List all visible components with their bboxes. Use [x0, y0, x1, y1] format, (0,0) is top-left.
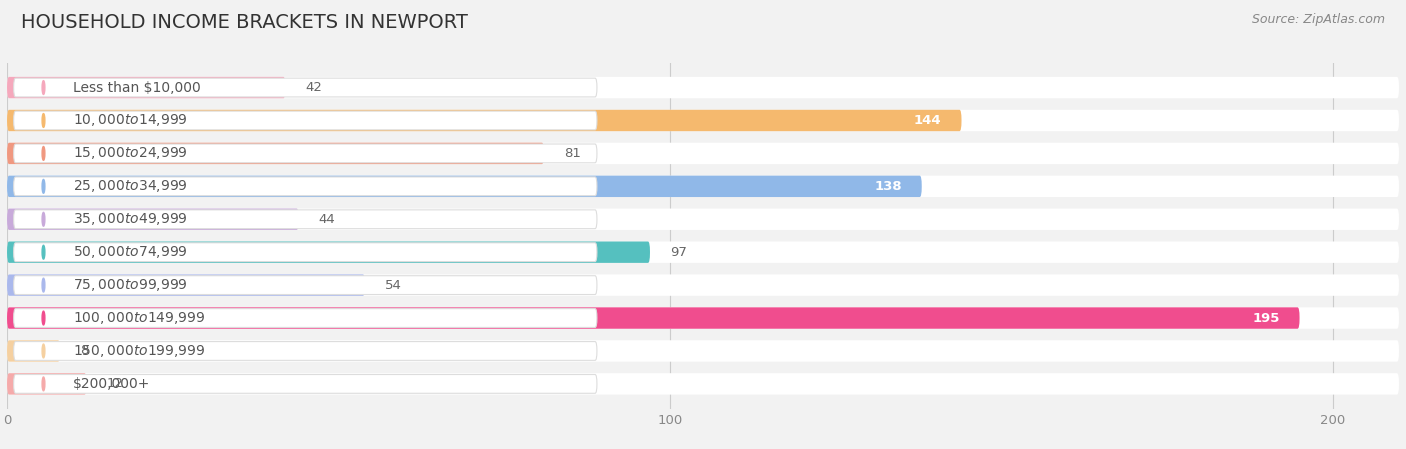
Text: 144: 144 [914, 114, 942, 127]
Circle shape [42, 180, 45, 193]
FancyBboxPatch shape [7, 373, 1399, 395]
Text: $35,000 to $49,999: $35,000 to $49,999 [73, 211, 188, 227]
FancyBboxPatch shape [14, 177, 598, 196]
Text: $15,000 to $24,999: $15,000 to $24,999 [73, 145, 188, 161]
FancyBboxPatch shape [7, 274, 1399, 296]
Text: Less than $10,000: Less than $10,000 [73, 80, 201, 95]
Text: 81: 81 [564, 147, 581, 160]
FancyBboxPatch shape [14, 144, 598, 163]
FancyBboxPatch shape [14, 243, 598, 262]
Text: 54: 54 [385, 279, 402, 291]
FancyBboxPatch shape [7, 274, 366, 296]
FancyBboxPatch shape [14, 308, 598, 327]
FancyBboxPatch shape [7, 143, 1399, 164]
FancyBboxPatch shape [7, 176, 1399, 197]
Circle shape [42, 81, 45, 94]
FancyBboxPatch shape [7, 143, 544, 164]
FancyBboxPatch shape [14, 78, 598, 97]
Circle shape [42, 377, 45, 391]
Circle shape [42, 212, 45, 226]
Text: $100,000 to $149,999: $100,000 to $149,999 [73, 310, 205, 326]
FancyBboxPatch shape [14, 210, 598, 229]
FancyBboxPatch shape [7, 340, 1399, 362]
Text: HOUSEHOLD INCOME BRACKETS IN NEWPORT: HOUSEHOLD INCOME BRACKETS IN NEWPORT [21, 13, 468, 32]
Text: 12: 12 [107, 378, 124, 390]
Text: 42: 42 [305, 81, 322, 94]
FancyBboxPatch shape [7, 242, 650, 263]
FancyBboxPatch shape [14, 374, 598, 393]
Text: 195: 195 [1253, 312, 1279, 325]
Circle shape [42, 278, 45, 292]
Text: 138: 138 [875, 180, 901, 193]
Text: $200,000+: $200,000+ [73, 377, 150, 391]
Circle shape [42, 114, 45, 128]
Text: $150,000 to $199,999: $150,000 to $199,999 [73, 343, 205, 359]
Text: $50,000 to $74,999: $50,000 to $74,999 [73, 244, 188, 260]
Text: 8: 8 [80, 344, 89, 357]
Text: $25,000 to $34,999: $25,000 to $34,999 [73, 178, 188, 194]
FancyBboxPatch shape [7, 307, 1399, 329]
FancyBboxPatch shape [7, 110, 962, 131]
FancyBboxPatch shape [7, 208, 1399, 230]
Text: 44: 44 [319, 213, 335, 226]
Text: Source: ZipAtlas.com: Source: ZipAtlas.com [1251, 13, 1385, 26]
FancyBboxPatch shape [7, 373, 87, 395]
Text: $10,000 to $14,999: $10,000 to $14,999 [73, 113, 188, 128]
FancyBboxPatch shape [7, 77, 1399, 98]
Text: $75,000 to $99,999: $75,000 to $99,999 [73, 277, 188, 293]
FancyBboxPatch shape [7, 242, 1399, 263]
FancyBboxPatch shape [7, 208, 298, 230]
FancyBboxPatch shape [14, 276, 598, 295]
Text: 97: 97 [669, 246, 686, 259]
Circle shape [42, 344, 45, 358]
Circle shape [42, 245, 45, 259]
FancyBboxPatch shape [7, 176, 922, 197]
Circle shape [42, 146, 45, 160]
FancyBboxPatch shape [7, 340, 60, 362]
FancyBboxPatch shape [7, 110, 1399, 131]
FancyBboxPatch shape [7, 307, 1299, 329]
FancyBboxPatch shape [14, 111, 598, 130]
FancyBboxPatch shape [14, 342, 598, 361]
Circle shape [42, 311, 45, 325]
FancyBboxPatch shape [7, 77, 285, 98]
